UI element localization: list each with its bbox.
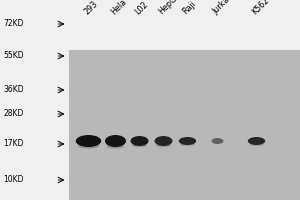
Text: Jurkat: Jurkat (211, 0, 234, 16)
Ellipse shape (179, 137, 196, 145)
Text: 72KD: 72KD (3, 20, 23, 28)
Text: 293: 293 (82, 0, 99, 16)
Ellipse shape (248, 137, 265, 145)
Ellipse shape (154, 136, 172, 146)
Ellipse shape (106, 144, 124, 148)
Text: Raji: Raji (181, 0, 198, 16)
Text: HepG2: HepG2 (157, 0, 183, 16)
Text: K562: K562 (250, 0, 271, 16)
Text: 10KD: 10KD (3, 176, 23, 184)
Ellipse shape (249, 143, 264, 146)
Text: 36KD: 36KD (3, 85, 24, 94)
Ellipse shape (180, 143, 195, 146)
Text: 55KD: 55KD (3, 51, 24, 60)
Text: Hela: Hela (109, 0, 128, 16)
Text: L02: L02 (133, 0, 150, 16)
Ellipse shape (130, 136, 148, 146)
Ellipse shape (76, 135, 101, 147)
Ellipse shape (105, 135, 126, 147)
Bar (69, 50, 300, 200)
Ellipse shape (212, 143, 223, 145)
Text: 28KD: 28KD (3, 110, 23, 118)
Text: 17KD: 17KD (3, 140, 23, 148)
Ellipse shape (78, 144, 99, 148)
Ellipse shape (132, 144, 147, 147)
Ellipse shape (212, 138, 224, 144)
Ellipse shape (156, 144, 171, 147)
